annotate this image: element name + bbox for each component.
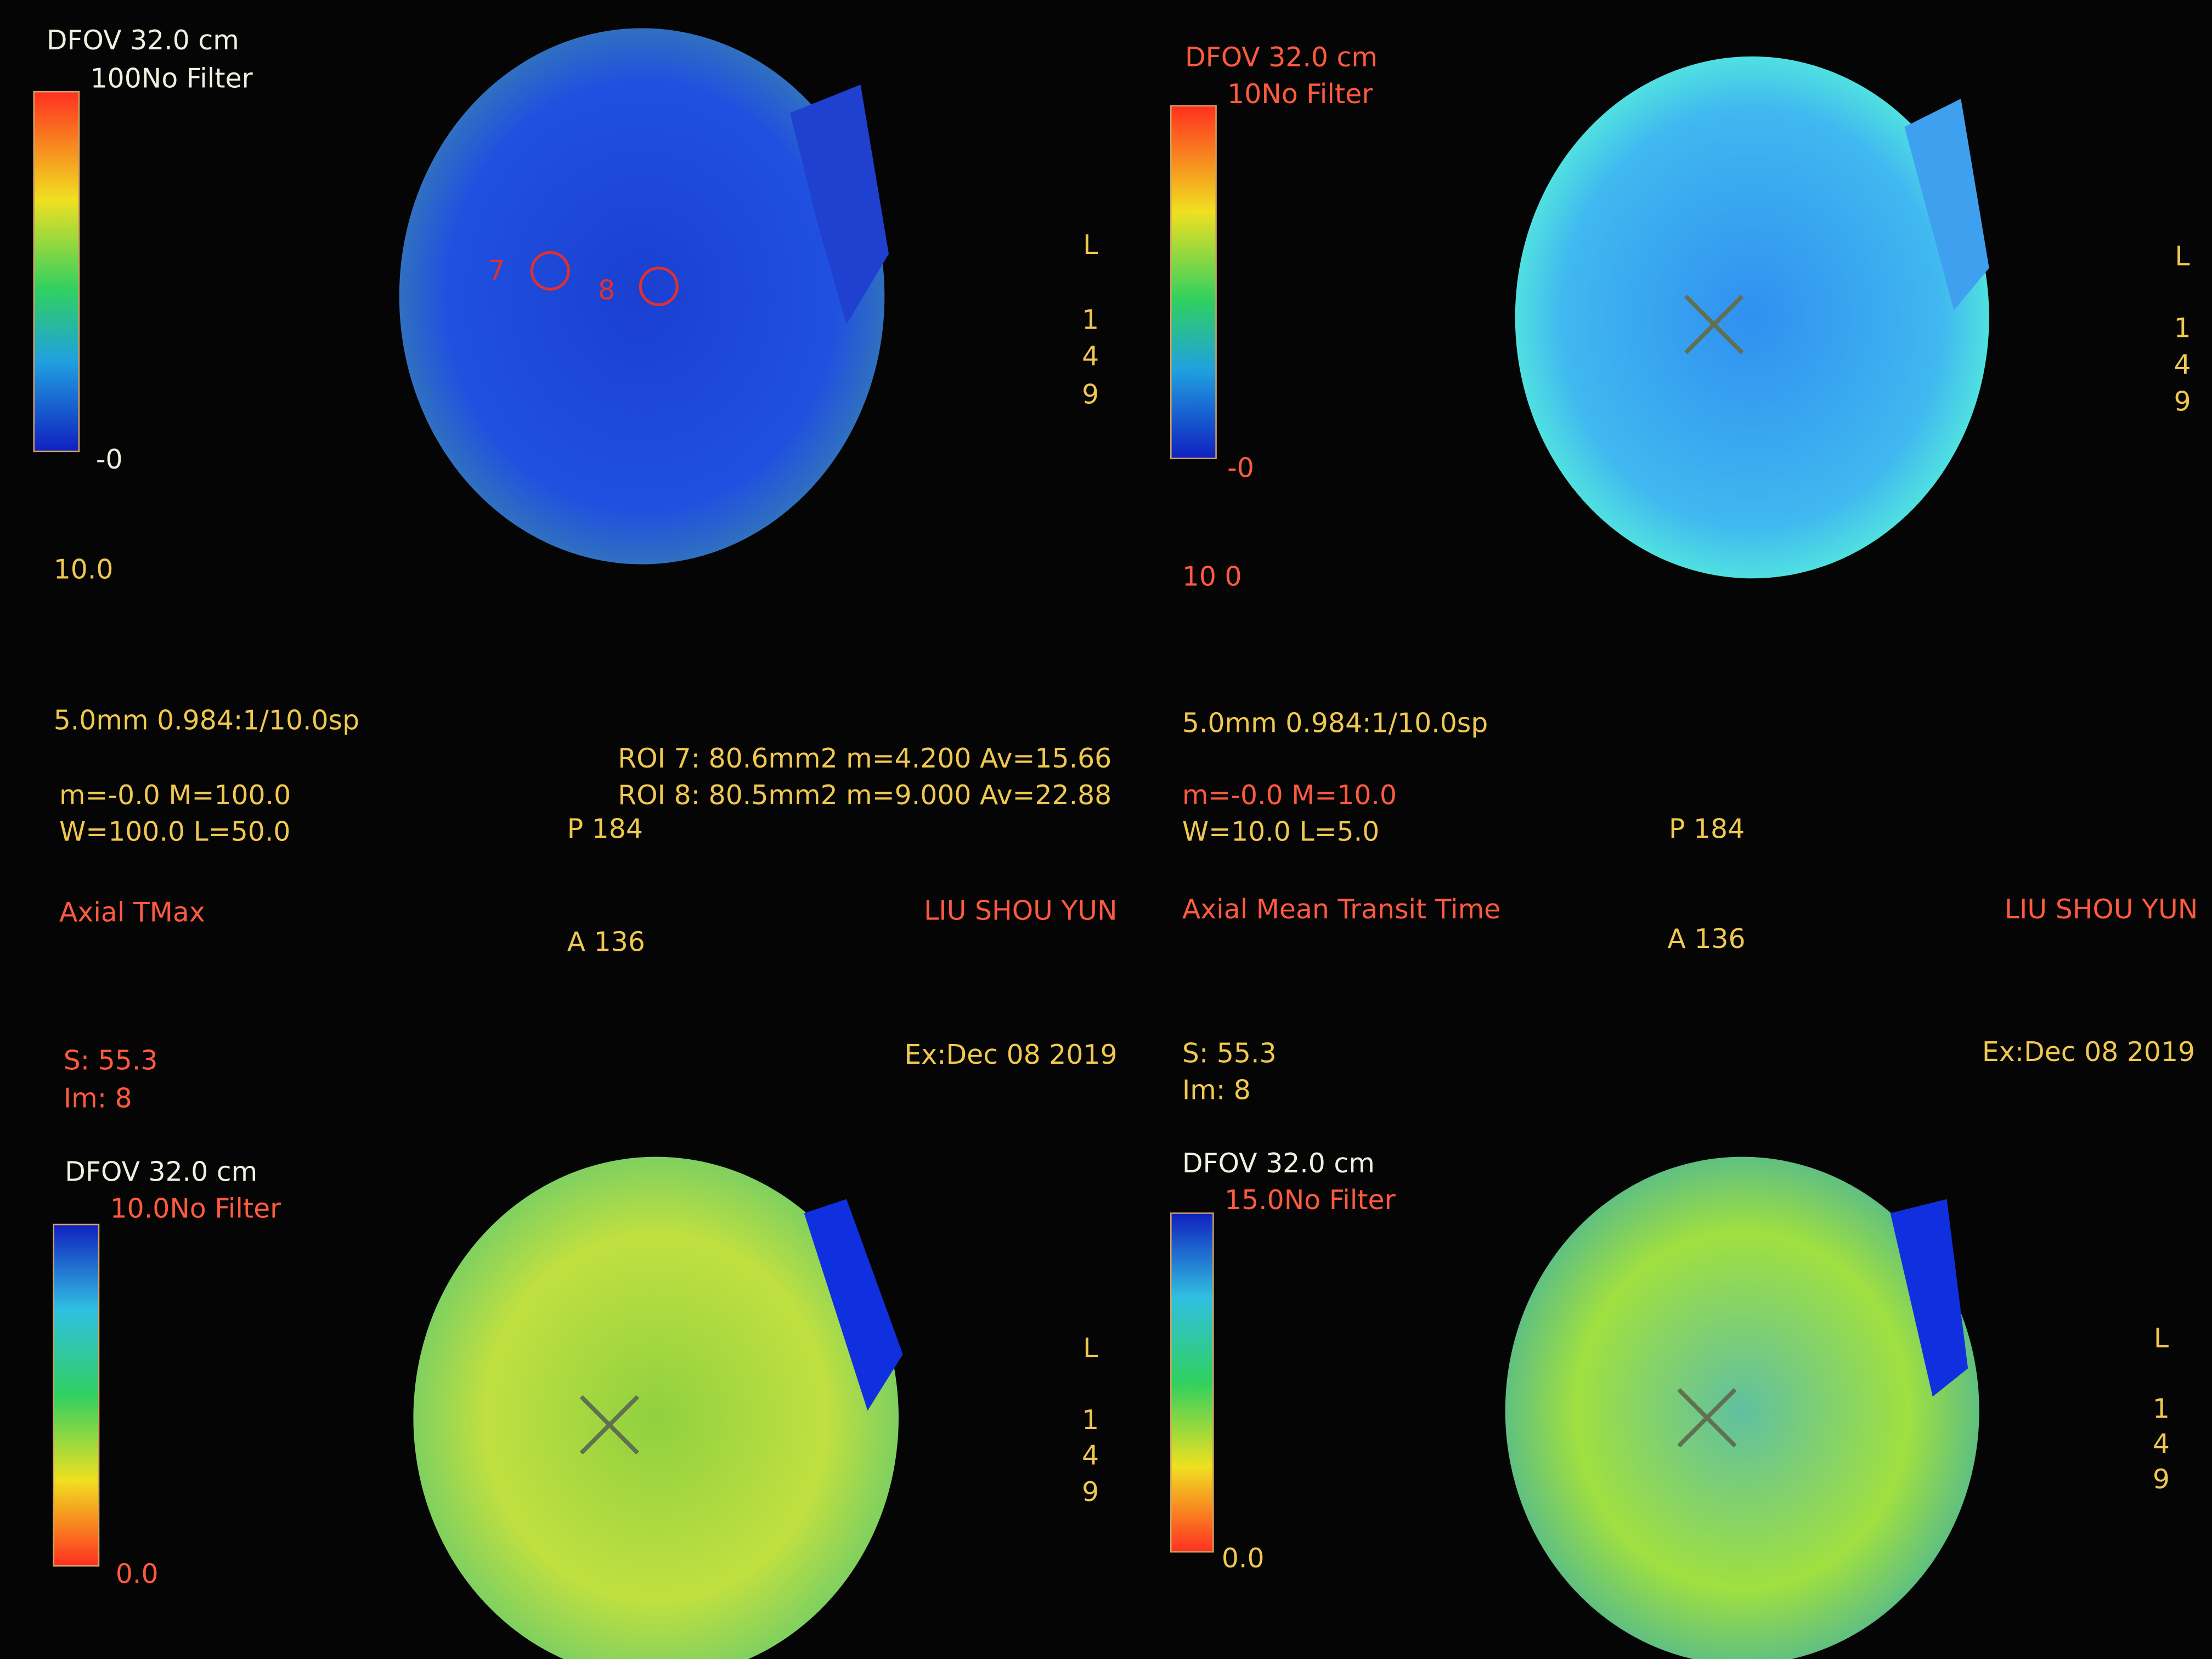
- scale-value: 10 0: [1182, 561, 1242, 592]
- brain-map: [1505, 1156, 1979, 1659]
- range: m=-0.0 M=10.0: [1182, 780, 1397, 811]
- orientation-label: 1: [2174, 313, 2191, 344]
- orientation-label: 4: [2153, 1429, 2170, 1460]
- roi-circle: [530, 251, 570, 291]
- brain-map: [790, 84, 889, 325]
- patient: LIU SHOU YUN: [924, 895, 1117, 927]
- range: m=-0.0 M=100.0: [59, 780, 291, 811]
- orientation-label: 9: [1082, 1476, 1099, 1508]
- slice: 5.0mm 0.984:1/10.0sp: [1182, 708, 1488, 739]
- exam-date: Ex:Dec 08 2019: [1982, 1036, 2195, 1068]
- roi-stat: ROI 8: 80.5mm2 m=9.000 Av=22.88: [618, 780, 1111, 811]
- roi-label: 7: [488, 255, 505, 286]
- brain-map: [1890, 1199, 1968, 1397]
- orientation-label: L: [2154, 1323, 2169, 1354]
- window: W=100.0 L=50.0: [59, 816, 290, 848]
- color-bar: [53, 1223, 100, 1567]
- orientation-label: 9: [2153, 1464, 2170, 1495]
- color-bar: [33, 91, 80, 453]
- roi-stat: ROI 7: 80.6mm2 m=4.200 Av=15.66: [618, 743, 1111, 774]
- orientation-label: 1: [1082, 1404, 1099, 1436]
- location: S: 55.3: [1182, 1037, 1277, 1069]
- scale-value: 10.0: [54, 554, 114, 585]
- window: W=10.0 L=5.0: [1182, 816, 1379, 848]
- color-bars: [33, 91, 1217, 1567]
- orientation-label: 9: [2174, 386, 2191, 417]
- brain-map: [804, 1199, 903, 1411]
- orientation-label: 1: [1082, 304, 1099, 335]
- position-a: A 136: [567, 926, 645, 957]
- scale-min: -0: [96, 444, 123, 475]
- image: Im: 8: [64, 1083, 132, 1114]
- location: S: 55.3: [64, 1045, 158, 1076]
- slice: 5.0mm 0.984:1/10.0sp: [54, 705, 359, 736]
- scale-min: -0: [1227, 452, 1254, 483]
- position-p: P 184: [1669, 814, 1745, 845]
- position-p: P 184: [567, 814, 643, 845]
- orientation-label: 9: [1082, 379, 1099, 410]
- exam-date: Ex:Dec 08 2019: [904, 1039, 1117, 1070]
- color-bar: [1170, 105, 1217, 459]
- color-bar: [1170, 1212, 1214, 1553]
- brain-images: [399, 28, 1989, 1659]
- orientation-label: L: [2175, 241, 2190, 272]
- filter: 10No Filter: [1227, 78, 1373, 110]
- orientation-label: 1: [2153, 1393, 2170, 1424]
- position-a: A 136: [1667, 923, 1745, 955]
- roi-label: 8: [598, 274, 615, 306]
- orientation-label: 4: [2174, 349, 2191, 381]
- roi-circle: [639, 267, 679, 306]
- scale-min: 0.0: [116, 1558, 159, 1589]
- filter: 10.0No Filter: [110, 1193, 282, 1224]
- brain-map: [1515, 56, 1989, 579]
- orientation-label: L: [1083, 229, 1098, 261]
- scale-min: 0.0: [1222, 1543, 1265, 1574]
- series: Axial TMax: [59, 896, 205, 928]
- dfov: DFOV 32.0 cm: [1185, 42, 1378, 73]
- orientation-label: 4: [1082, 341, 1099, 372]
- dfov: DFOV 32.0 cm: [47, 25, 239, 56]
- image: Im: 8: [1182, 1074, 1251, 1105]
- orientation-label: L: [1083, 1333, 1098, 1364]
- series: Axial Mean Transit Time: [1182, 894, 1500, 925]
- filter: 100No Filter: [91, 63, 253, 94]
- orientation-label: 4: [1082, 1440, 1099, 1471]
- crosshairs: [579, 295, 1744, 1455]
- filter: 15.0No Filter: [1224, 1184, 1396, 1216]
- dfov: DFOV 32.0 cm: [1182, 1148, 1375, 1179]
- brain-map: [413, 1156, 899, 1659]
- patient: LIU SHOU YUN: [2005, 894, 2198, 925]
- brain-map: [1904, 99, 1989, 311]
- dfov: DFOV 32.0 cm: [65, 1156, 257, 1187]
